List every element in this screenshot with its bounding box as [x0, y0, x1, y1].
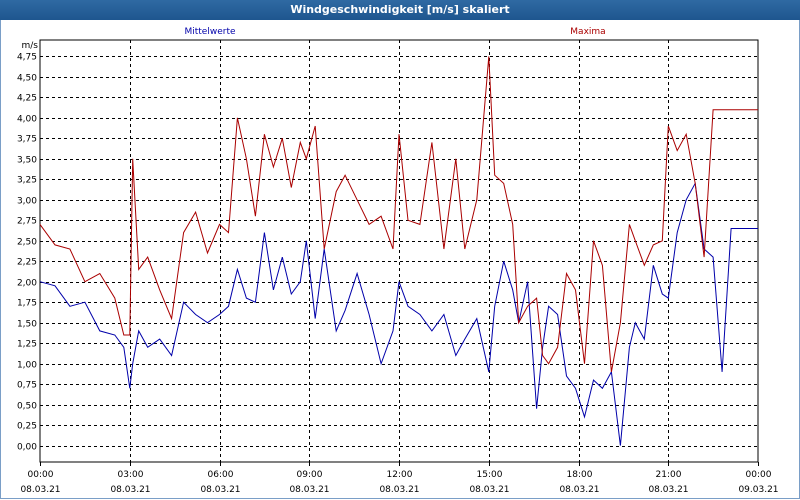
x-tick-time-label: 03:00 [118, 470, 144, 480]
x-axis: 00:00 08.03.21 03:00 08.03.21 06:00 08.03.21 0… [20, 462, 779, 495]
y-tick-label: 4,25 [17, 94, 37, 104]
y-tick-label: 1,00 [17, 361, 37, 371]
y-tick-label: 0,25 [17, 422, 37, 432]
x-tick-time-label: 09:00 [297, 470, 323, 480]
y-tick-label: 2,50 [17, 238, 37, 248]
y-tick-label: 2,00 [17, 279, 37, 289]
y-tick-label: 0,75 [17, 381, 37, 391]
x-tick-date-label: 08.03.21 [648, 485, 688, 495]
x-tick-date-label: 08.03.21 [379, 485, 419, 495]
x-tick-time-label: 18:00 [567, 470, 593, 480]
x-tick-date-label: 08.03.21 [200, 485, 240, 495]
y-tick-label: 3,25 [17, 176, 37, 186]
y-axis-unit-label: m/s [22, 41, 39, 51]
series-line-mittelwerte [39, 181, 758, 446]
x-tick-date-label: 08.03.21 [20, 485, 60, 495]
y-tick-label: 2,25 [17, 258, 37, 268]
x-tick-date-label: 08.03.21 [289, 485, 329, 495]
y-tick-label: 2,75 [17, 217, 37, 227]
y-tick-label: 3,75 [17, 135, 37, 145]
x-tick-date-label: 08.03.21 [110, 485, 150, 495]
legend-mittelwerte: Mittelwerte [184, 27, 235, 37]
y-tick-label: 3,00 [17, 197, 37, 207]
series-line-maxima [39, 56, 758, 372]
y-tick-label: 1,75 [17, 299, 37, 309]
y-tick-label: 0,50 [17, 402, 37, 412]
x-tick-date-label: 08.03.21 [559, 485, 599, 495]
y-tick-label: 3,50 [17, 156, 37, 166]
y-tick-label: 4,00 [17, 115, 37, 125]
y-tick-label: 1,50 [17, 320, 37, 330]
y-tick-label: 0,00 [17, 443, 37, 453]
x-tick-time-label: 21:00 [656, 470, 682, 480]
x-tick-time-label: 00:00 [746, 470, 772, 480]
series-group [39, 56, 758, 446]
legend-maxima: Maxima [570, 27, 605, 37]
x-tick-time-label: 12:00 [387, 470, 413, 480]
x-tick-date-label: 08.03.21 [469, 485, 509, 495]
window-title: Windgeschwindigkeit [m/s] skaliert [0, 0, 800, 20]
legend: Mittelwerte Maxima [184, 27, 605, 37]
x-tick-time-label: 15:00 [477, 470, 503, 480]
y-tick-label: 4,75 [17, 53, 37, 63]
x-tick-time-label: 00:00 [28, 470, 54, 480]
x-tick-date-label: 09.03.21 [738, 485, 778, 495]
x-tick-time-label: 06:00 [208, 470, 234, 480]
y-tick-label: 4,50 [17, 74, 37, 84]
y-tick-label: 1,25 [17, 340, 37, 350]
y-axis: 0,00 0,25 0,50 0,75 1,00 1,25 1,50 1,75 2,00 2,25… [17, 53, 37, 453]
